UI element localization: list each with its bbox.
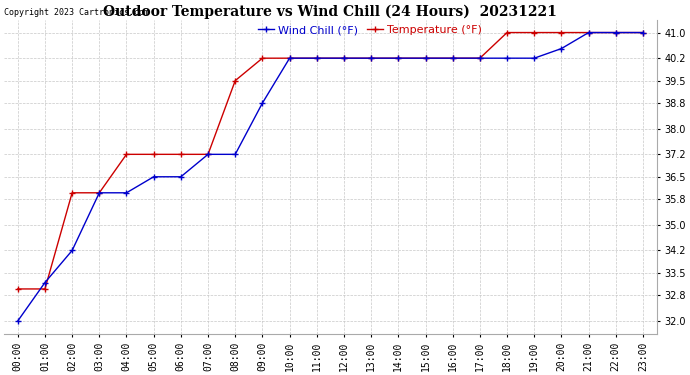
Text: Copyright 2023 Cartronics.com: Copyright 2023 Cartronics.com	[4, 8, 149, 16]
Title: Outdoor Temperature vs Wind Chill (24 Hours)  20231221: Outdoor Temperature vs Wind Chill (24 Ho…	[104, 4, 558, 18]
Legend: Wind Chill (°F), Temperature (°F): Wind Chill (°F), Temperature (°F)	[257, 25, 482, 35]
